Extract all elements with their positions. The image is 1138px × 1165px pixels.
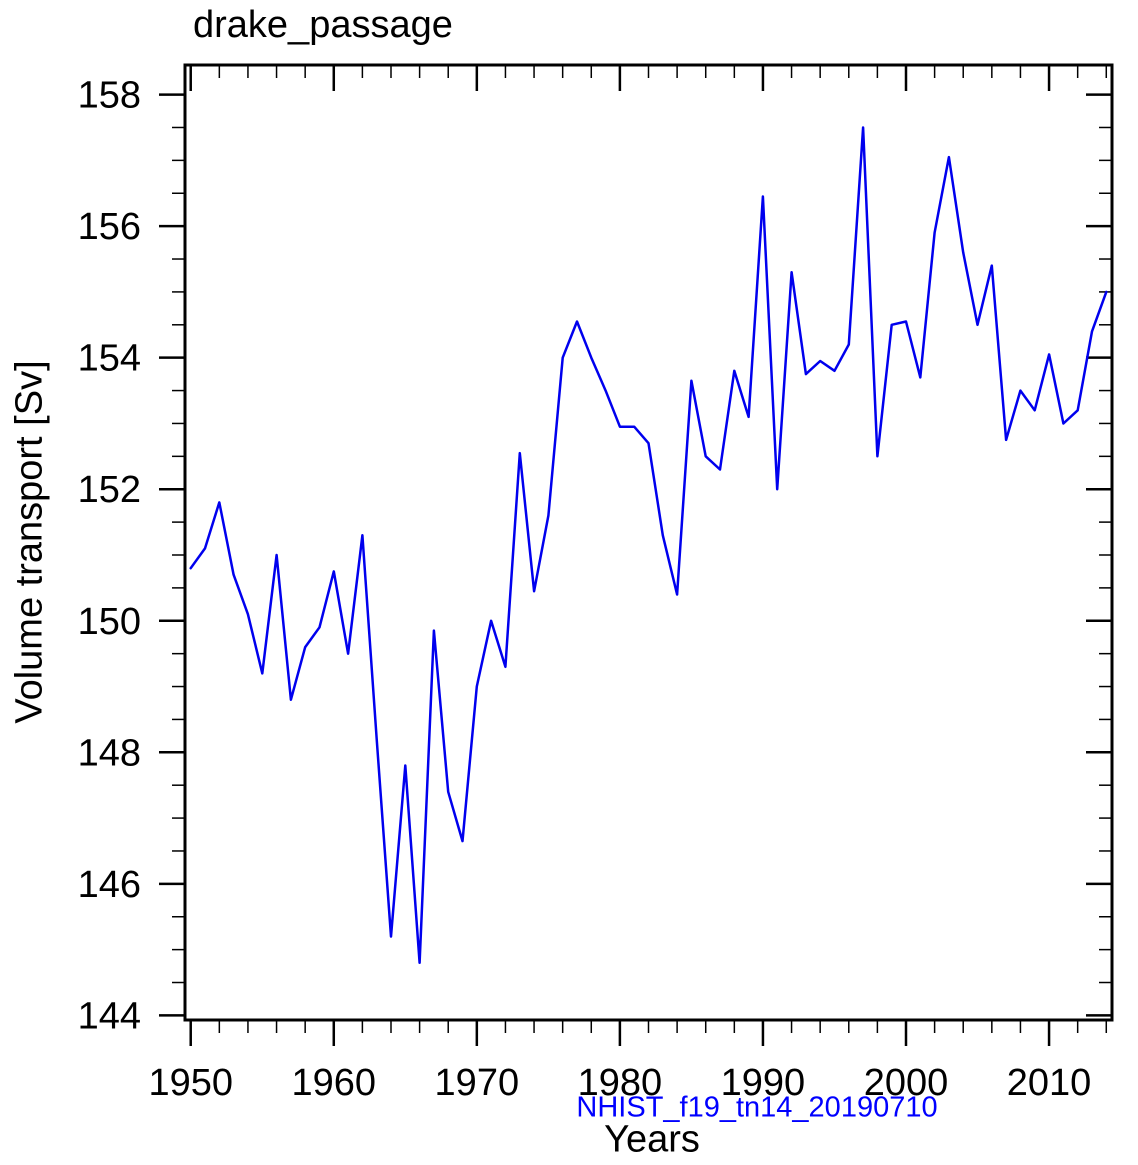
svg-text:156: 156 [78,206,141,248]
run-id-annotation: NHIST_f19_tn14_20190710 [576,1091,938,1124]
x-axis-label: Years [604,1118,700,1161]
y-tick-labels: 144 146 148 150 152 154 156 158 [78,75,141,1038]
svg-text:1980: 1980 [578,1062,663,1104]
svg-text:158: 158 [78,75,141,117]
x-tick-labels: 1950 1960 1970 1980 1990 2000 2010 [148,1062,1091,1104]
data-line [189,126,1108,965]
svg-text:146: 146 [78,864,141,906]
plot-frame [183,63,1114,1022]
svg-text:144: 144 [78,995,141,1037]
svg-text:150: 150 [78,601,141,643]
svg-text:152: 152 [78,469,141,511]
svg-text:1990: 1990 [721,1062,806,1104]
svg-text:2000: 2000 [864,1062,949,1104]
svg-text:1950: 1950 [148,1062,233,1104]
chart-title: drake_passage [193,4,453,46]
svg-text:154: 154 [78,338,141,380]
svg-text:148: 148 [78,732,141,774]
svg-text:2010: 2010 [1007,1062,1092,1104]
svg-text:1970: 1970 [435,1062,520,1104]
svg-text:1960: 1960 [292,1062,377,1104]
axis-ticks [159,65,1112,1046]
